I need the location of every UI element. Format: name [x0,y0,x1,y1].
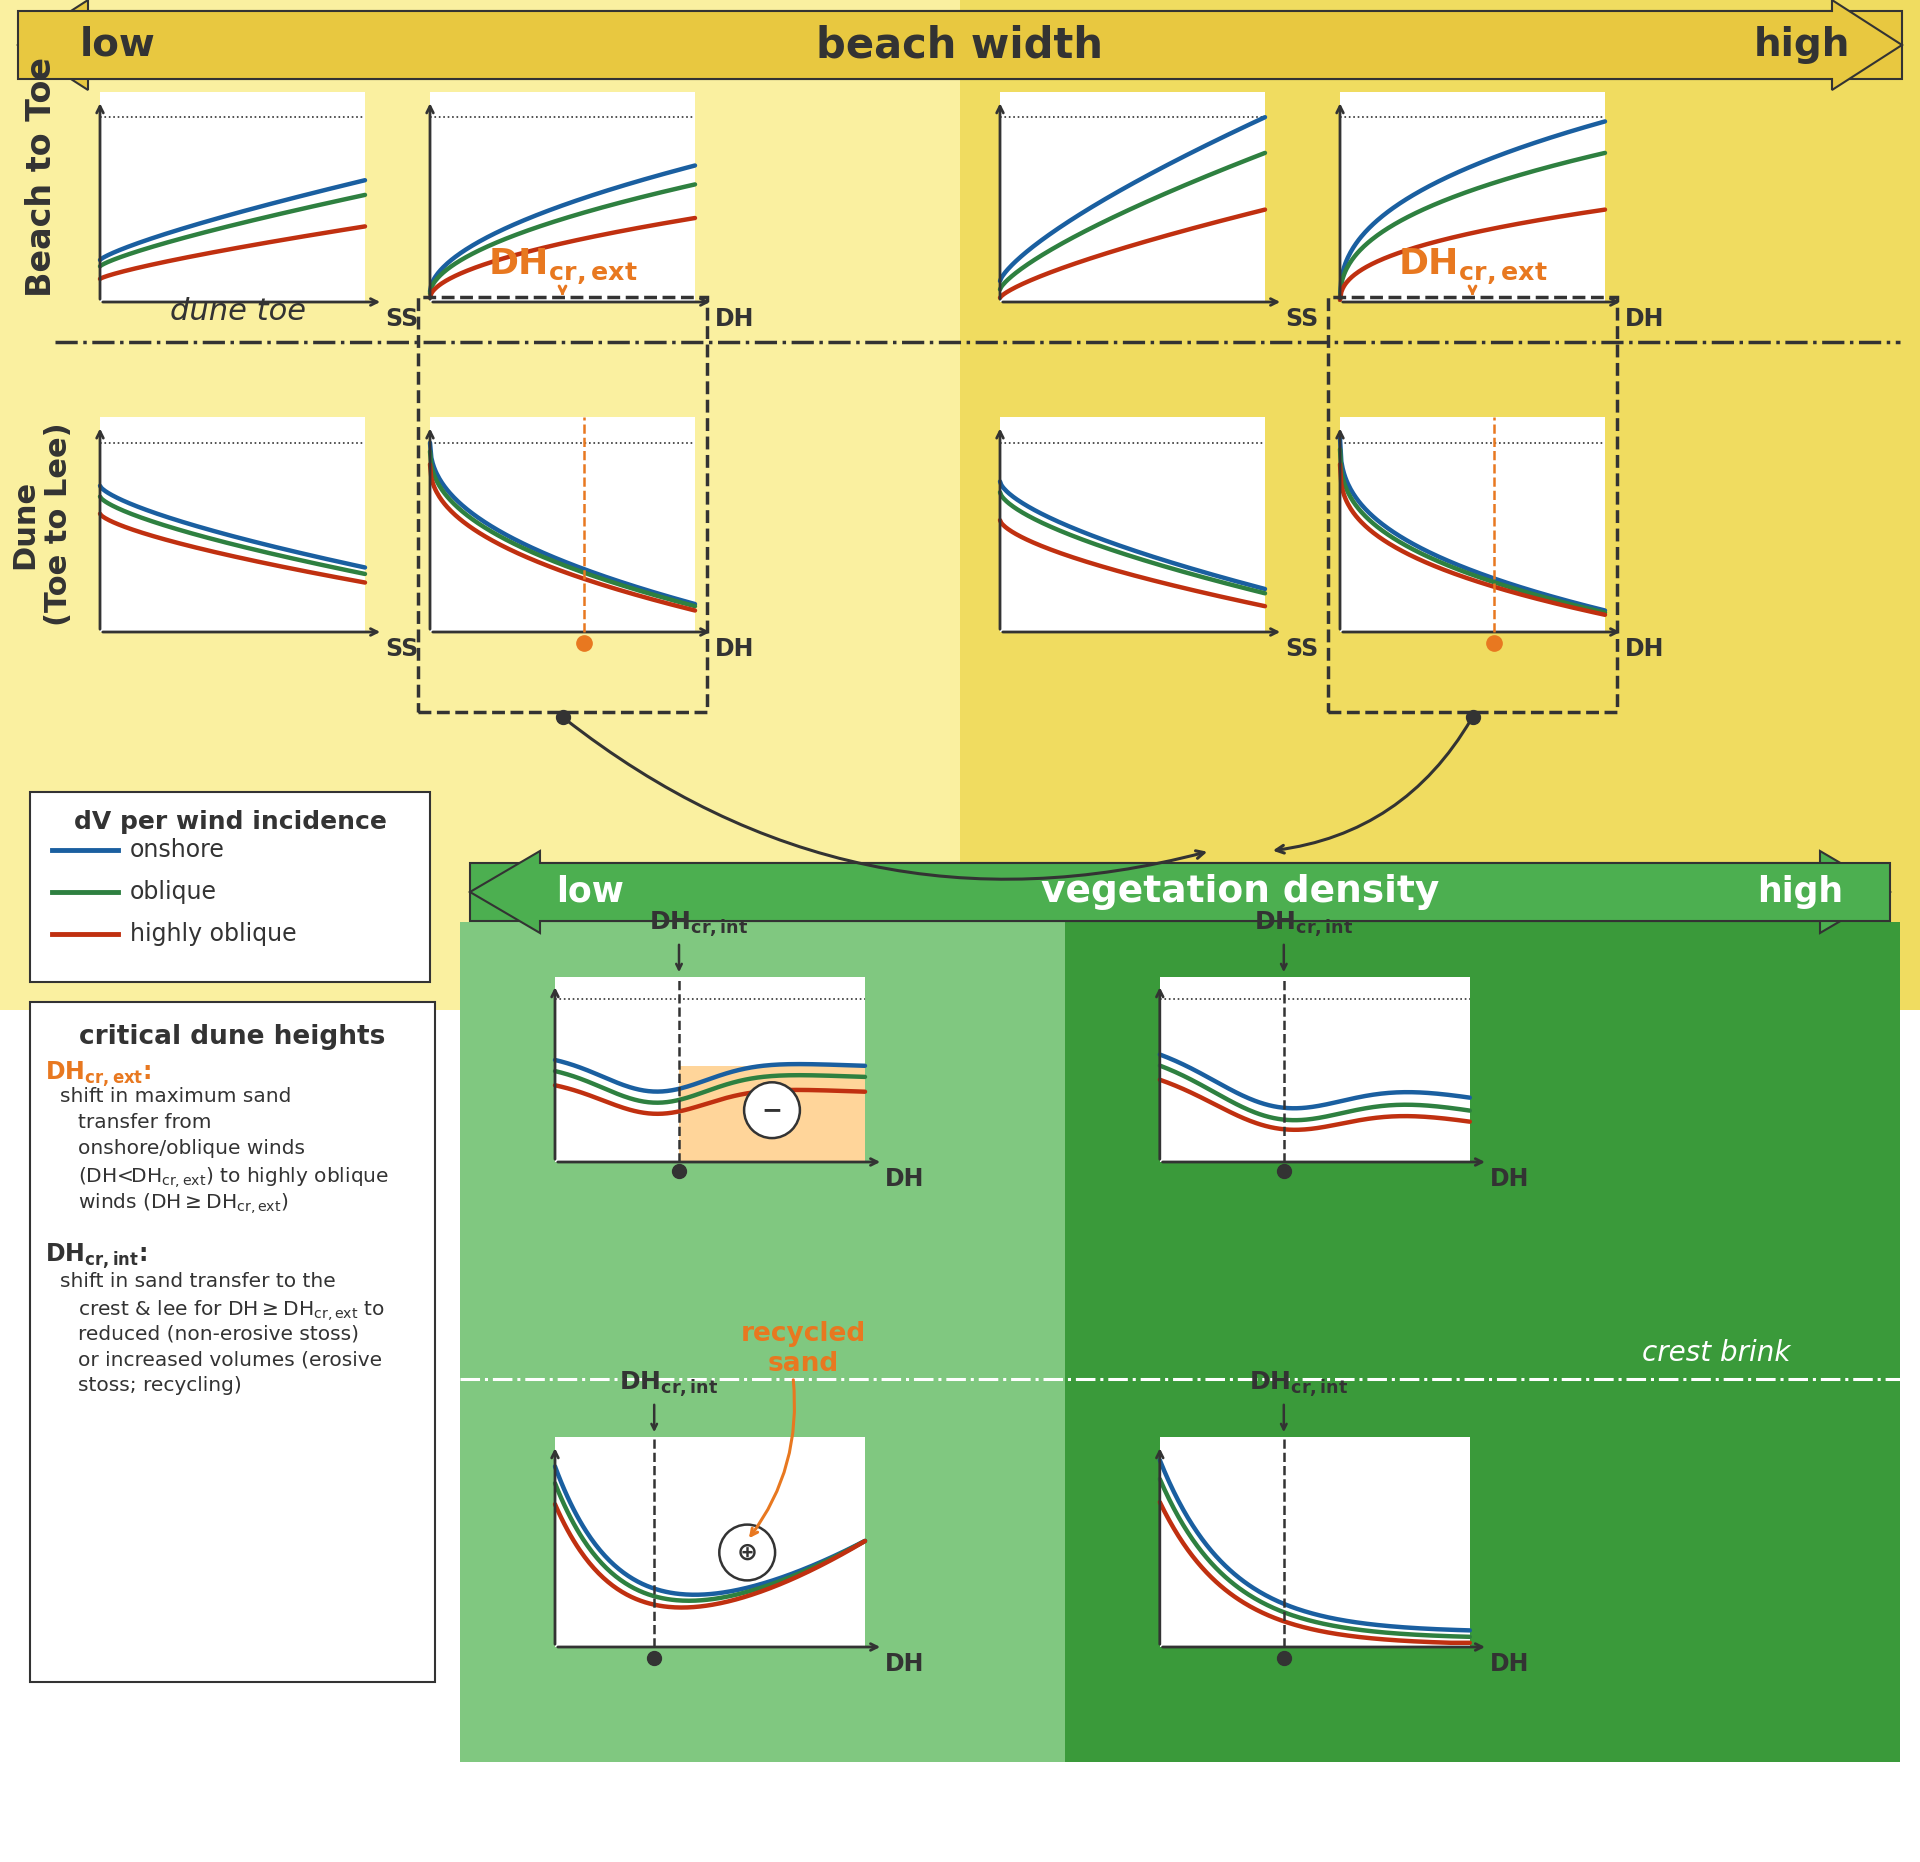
FancyArrow shape [17,0,1903,89]
Text: dV per wind incidence: dV per wind incidence [73,810,386,834]
Bar [31,791,430,981]
Text: $\mathbf{DH_{cr,int}}$: $\mathbf{DH_{cr,int}}$ [1254,911,1354,938]
Text: $\mathbf{DH_{cr,ext}}$: $\mathbf{DH_{cr,ext}}$ [1398,246,1548,287]
Bar [31,1002,436,1681]
Text: SS: SS [1284,307,1319,331]
Bar [461,922,1901,1761]
Text: $\mathbf{DH_{cr,ext}}$:: $\mathbf{DH_{cr,ext}}$: [44,1059,152,1089]
Text: low: low [557,875,624,909]
Text: shift in sand transfer to the: shift in sand transfer to the [60,1272,336,1290]
Text: Crest to Lee: Crest to Lee [420,1437,449,1646]
Bar [0,0,1920,1009]
Bar [555,978,866,1162]
Text: DH: DH [714,307,755,331]
Text: SS: SS [386,307,419,331]
Text: onshore/oblique winds: onshore/oblique winds [79,1140,305,1158]
Text: ⊕: ⊕ [737,1540,758,1564]
Text: winds (DH$\geq$DH$_{\sf cr,ext}$): winds (DH$\geq$DH$_{\sf cr,ext}$) [79,1192,288,1216]
Text: or increased volumes (erosive: or increased volumes (erosive [79,1350,382,1369]
Text: DH: DH [714,637,755,661]
Bar [1340,91,1605,302]
Text: crest & lee for DH$\geq$DH$_{\sf cr,ext}$ to: crest & lee for DH$\geq$DH$_{\sf cr,ext}… [79,1298,384,1322]
Bar [1160,1437,1471,1648]
Text: DH: DH [885,1167,924,1192]
Text: SS: SS [386,637,419,661]
Text: highly oblique: highly oblique [131,922,296,946]
Text: DH: DH [1490,1167,1528,1192]
Text: vegetation density: vegetation density [1041,873,1440,911]
Text: critical dune heights: critical dune heights [79,1024,386,1050]
Text: high: high [1753,26,1851,63]
Text: Dune
(Toe to Lee): Dune (Toe to Lee) [12,423,73,626]
Text: Stoss: Stoss [417,1019,449,1121]
Text: $\mathbf{DH_{cr,ext}}$: $\mathbf{DH_{cr,ext}}$ [488,246,637,287]
Text: Beach to Toe: Beach to Toe [25,58,58,298]
Text: low: low [81,26,156,63]
FancyArrow shape [470,851,1889,933]
Text: oblique: oblique [131,881,217,903]
Text: DH: DH [1490,1652,1528,1676]
FancyArrow shape [17,0,1903,89]
Bar [430,91,695,302]
Text: DH: DH [1624,307,1665,331]
Bar [461,922,1066,1761]
Text: $\mathbf{DH_{cr,int}}$:: $\mathbf{DH_{cr,int}}$: [44,1242,148,1272]
Bar [1340,417,1605,631]
Bar [430,417,695,631]
Bar [100,417,365,631]
Bar [1000,91,1265,302]
Bar [1160,978,1471,1162]
Bar [680,1065,866,1162]
Circle shape [720,1525,776,1581]
Text: shift in maximum sand: shift in maximum sand [60,1087,292,1106]
FancyArrow shape [470,851,1889,933]
Bar [960,0,1920,1009]
Text: dune toe: dune toe [171,298,305,326]
Text: crest brink: crest brink [1642,1339,1789,1367]
Text: $\mathbf{DH_{cr,int}}$: $\mathbf{DH_{cr,int}}$ [649,911,749,938]
Text: beach width: beach width [816,24,1104,65]
Text: (DH<DH$_{\sf cr,ext}$) to highly oblique: (DH<DH$_{\sf cr,ext}$) to highly oblique [79,1166,390,1190]
Text: $\mathbf{DH_{cr,int}}$: $\mathbf{DH_{cr,int}}$ [1250,1370,1348,1398]
Text: high: high [1757,875,1843,909]
Text: −: − [762,1099,783,1123]
Circle shape [745,1082,801,1138]
Text: SS: SS [1284,637,1319,661]
Text: reduced (non-erosive stoss): reduced (non-erosive stoss) [79,1324,359,1343]
Bar [555,1437,866,1648]
Text: onshore: onshore [131,838,225,862]
Text: stoss; recycling): stoss; recycling) [79,1376,242,1395]
Bar [419,298,707,711]
Text: transfer from: transfer from [79,1113,211,1132]
Bar [1000,417,1265,631]
Text: $\mathbf{DH_{cr,int}}$: $\mathbf{DH_{cr,int}}$ [620,1370,718,1398]
Text: DH: DH [1624,637,1665,661]
Bar [100,91,365,302]
Bar [1329,298,1617,711]
Text: recycled
sand: recycled sand [741,1320,866,1378]
Text: DH: DH [885,1652,924,1676]
